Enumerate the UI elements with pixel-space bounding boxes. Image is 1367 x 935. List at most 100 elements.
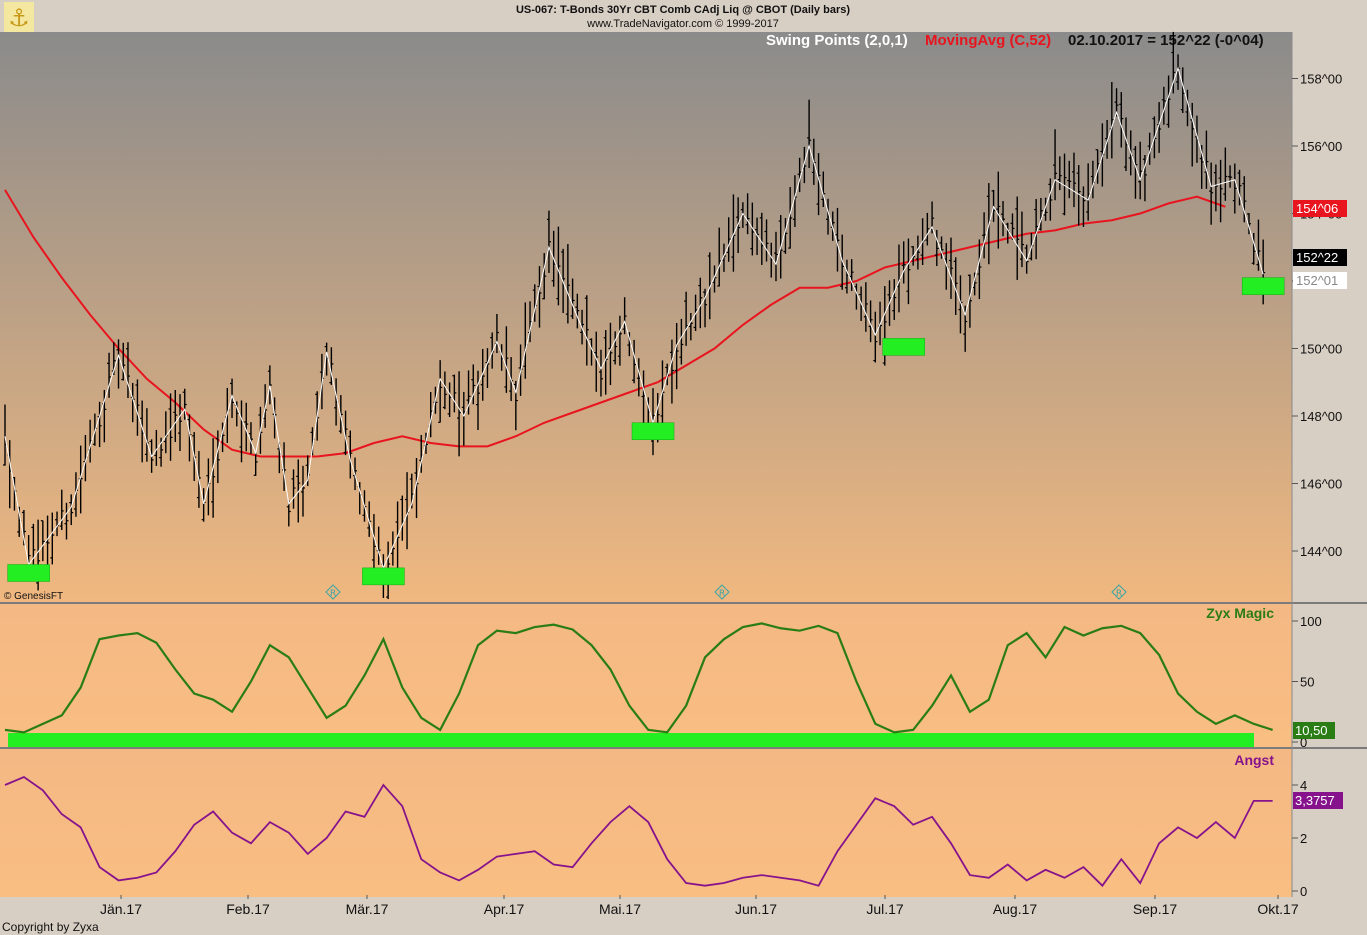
legend-moving-avg[interactable]: MovingAvg (C,52) <box>925 32 1051 49</box>
price-bar <box>773 231 778 282</box>
price-bar <box>1180 67 1185 113</box>
price-bar <box>949 237 953 299</box>
price-bar <box>868 300 873 343</box>
price-bar <box>1161 86 1166 125</box>
price-bar <box>1095 149 1100 184</box>
price-bar <box>1053 129 1058 201</box>
price-bar <box>542 253 547 300</box>
price-bar <box>1228 165 1233 188</box>
price-tick-label: 156^00 <box>1300 139 1342 154</box>
angst-title: Angst <box>1234 752 1274 768</box>
time-tick-label: Feb.17 <box>226 901 270 917</box>
legend-quote: 02.10.2017 = 152^22 (-0^04) <box>1068 32 1264 49</box>
svg-text:R: R <box>330 589 336 599</box>
price-bar <box>939 236 944 259</box>
price-tick-label: 148^00 <box>1300 409 1342 424</box>
r-marker-icon[interactable]: R <box>1111 584 1127 600</box>
price-bar <box>679 318 684 365</box>
price-bar <box>442 371 447 410</box>
angst-panel[interactable] <box>0 749 1292 897</box>
price-bar <box>537 266 542 328</box>
price-bar <box>598 349 603 397</box>
price-bar <box>821 171 826 208</box>
angst-tick-label: 0 <box>1300 884 1307 899</box>
price-bar <box>504 326 509 393</box>
price-bar <box>594 331 599 392</box>
price-bar <box>1256 219 1261 271</box>
time-tick-label: Aug.17 <box>993 901 1038 917</box>
price-bar <box>343 410 348 456</box>
price-bar <box>977 239 982 300</box>
price-tick-label: 158^00 <box>1300 72 1342 87</box>
price-bar <box>764 219 769 262</box>
price-bar <box>546 210 551 273</box>
price-bar <box>480 348 485 401</box>
price-bar <box>731 194 736 272</box>
price-scale-area[interactable] <box>1292 32 1367 897</box>
price-bar <box>371 514 376 572</box>
price-bar <box>849 259 854 291</box>
price-bar <box>565 244 570 324</box>
r-marker-icon[interactable]: R <box>714 584 730 600</box>
swing-points-line <box>4 66 1264 570</box>
price-bar <box>173 390 178 443</box>
price-bar <box>688 312 693 341</box>
angst-layer: 4 2 0 <box>4 776 1307 899</box>
swing-lines-layer <box>4 66 1264 570</box>
price-bar <box>1251 232 1256 265</box>
price-bar <box>244 402 249 452</box>
price-bar <box>457 371 462 457</box>
angst-tick-label: 4 <box>1300 778 1307 793</box>
price-bar <box>873 311 878 363</box>
price-bar <box>698 277 703 329</box>
price-bar <box>438 360 443 423</box>
price-bar <box>1057 156 1062 191</box>
angst-line <box>4 776 1273 888</box>
price-bar <box>1034 199 1039 260</box>
price-bar <box>717 227 722 287</box>
current-price-badge: 152^22 <box>1293 249 1347 266</box>
price-bar <box>755 217 760 255</box>
price-bar <box>863 282 868 332</box>
price-bar <box>750 202 755 256</box>
price-bar <box>925 212 930 246</box>
time-tick-label: Mär.17 <box>346 901 389 917</box>
price-bar <box>835 207 840 272</box>
chart-title: US-067: T-Bonds 30Yr CBT Comb CAdj Liq @… <box>516 4 850 16</box>
swing-low-marker <box>7 564 50 582</box>
r-marker-icon[interactable]: R <box>325 584 341 600</box>
price-bar <box>1071 152 1076 208</box>
price-bar <box>1204 130 1209 189</box>
price-bar <box>674 323 679 390</box>
price-bar <box>253 451 258 476</box>
price-bar <box>703 288 708 328</box>
time-axis: Jän.17 Feb.17 Mär.17 Apr.17 Mai.17 Jun.17 Jul.… <box>100 895 1299 917</box>
price-bar <box>296 459 301 523</box>
price-bar <box>1133 146 1138 199</box>
price-bar <box>348 430 353 479</box>
price-bar <box>967 274 972 328</box>
price-bar <box>783 218 788 254</box>
zyx-magic-layer: 100 50 0 <box>4 614 1322 750</box>
swing-low-marker <box>882 338 925 356</box>
zyx-panel[interactable] <box>0 604 1292 747</box>
legend-swing-points[interactable]: Swing Points (2,0,1) <box>766 32 908 49</box>
time-tick-label: Apr.17 <box>484 901 525 917</box>
price-bar <box>286 500 291 527</box>
time-tick-label: Sep.17 <box>1133 901 1178 917</box>
price-bar <box>807 99 812 169</box>
price-panel[interactable] <box>0 32 1292 602</box>
price-bar <box>1010 213 1015 240</box>
swing-low-marker <box>362 567 405 586</box>
price-bar <box>1166 75 1171 128</box>
price-bar <box>745 193 750 235</box>
price-tick-label: 144^00 <box>1300 544 1342 559</box>
price-bar <box>934 229 939 267</box>
ma-value: 154^06 <box>1296 201 1338 216</box>
price-bar <box>972 272 977 296</box>
price-bar <box>1246 213 1251 235</box>
svg-text:R: R <box>719 589 725 599</box>
price-bar <box>1001 201 1006 237</box>
price-bar <box>45 515 50 569</box>
